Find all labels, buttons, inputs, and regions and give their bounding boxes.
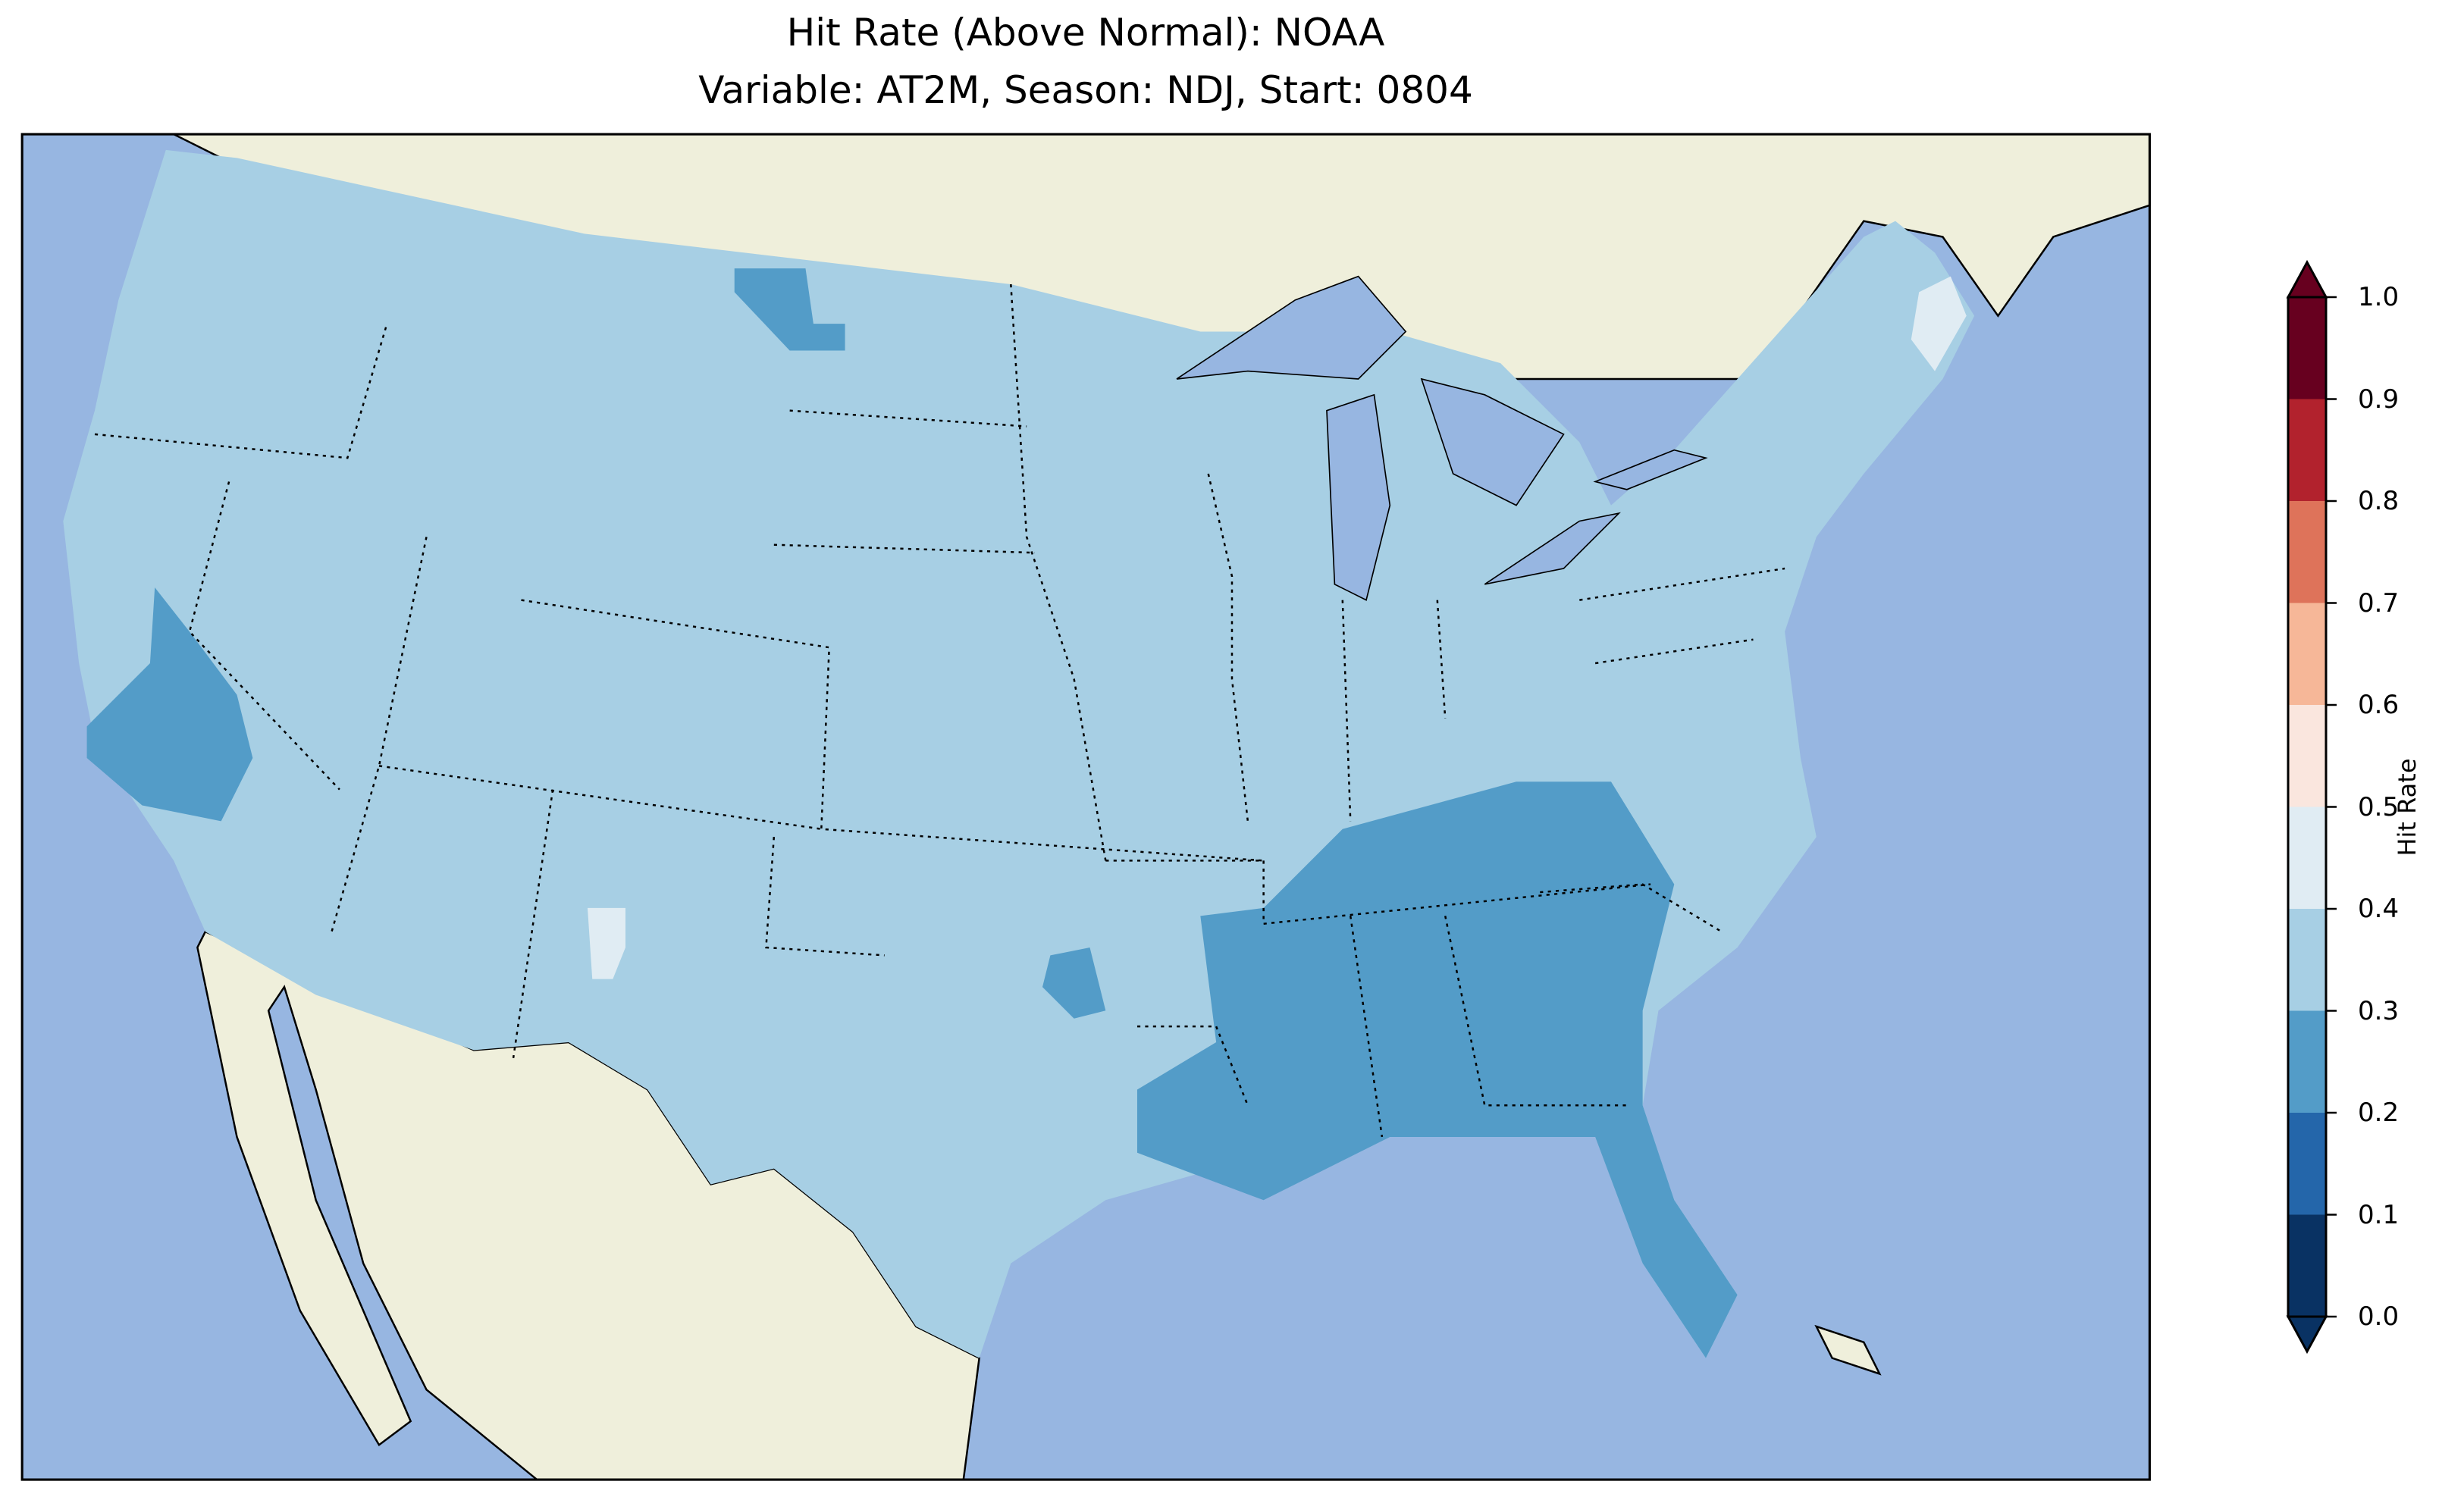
colorbar-tick-label: 0.1 (2358, 1199, 2400, 1230)
cuba-land (1814, 1324, 1882, 1376)
chart-subtitle: Variable: AT2M, Season: NDJ, Start: 0804 (698, 68, 1473, 112)
great-lakes (1176, 275, 1708, 601)
colorbar-tick-label: 0.6 (2358, 690, 2400, 720)
colorbar-tick-label: 0.5 (2358, 791, 2400, 822)
colorbar-tick-label: 0.4 (2358, 894, 2400, 924)
us-cells-0.2-0.3-oklahoma (1042, 947, 1106, 1019)
state-borders (94, 283, 1785, 1138)
us-cells-0.2-0.3-southeast (1136, 781, 1738, 1358)
map-frame (20, 133, 2151, 1481)
us-cells-0.4-0.5-maine (1911, 276, 1967, 371)
us-cells-0.4-0.5-newmexico (587, 907, 625, 979)
colorbar-tick-label: 0.9 (2358, 384, 2400, 415)
colorbar-tick-label: 0.8 (2358, 486, 2400, 516)
us-cells-0.2-0.3-montana (734, 268, 845, 351)
chart-title: Hit Rate (Above Normal): NOAA (786, 11, 1385, 55)
colorbar-tick-label: 0.0 (2358, 1301, 2400, 1332)
colorbar-tick-label: 0.2 (2358, 1098, 2400, 1128)
colorbar-label: Hit Rate (2393, 758, 2422, 857)
colorbar-tick-label: 1.0 (2358, 282, 2400, 312)
mexico-land (196, 930, 981, 1481)
colorbar-tick-label: 0.3 (2358, 995, 2400, 1026)
colorbar-tick-label: 0.7 (2358, 587, 2400, 619)
us-cells-0.2-0.3-california (86, 587, 253, 822)
